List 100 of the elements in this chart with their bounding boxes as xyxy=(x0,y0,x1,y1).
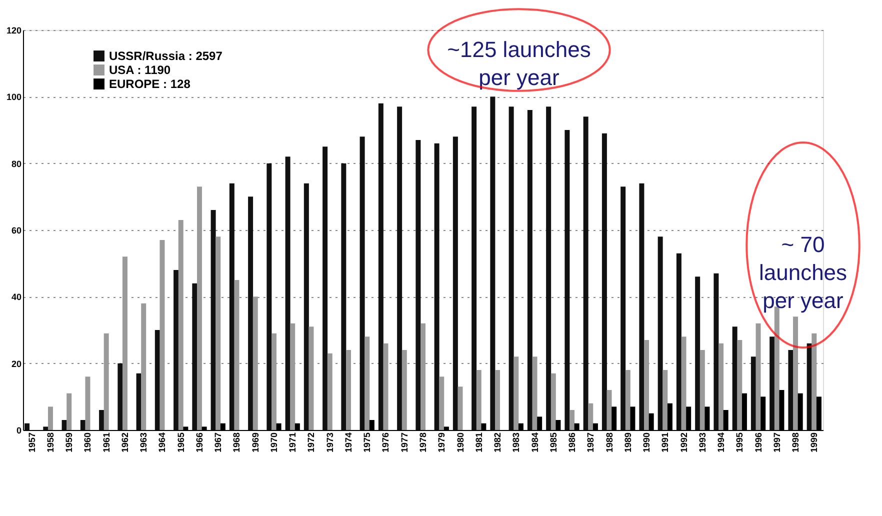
bar xyxy=(66,393,72,430)
bar xyxy=(439,376,444,430)
x-tick-label: 1980 xyxy=(455,432,466,453)
bar xyxy=(700,350,705,430)
bar xyxy=(490,96,496,430)
annotation: ~125 launches per year xyxy=(447,37,591,90)
x-tick-label: 1992 xyxy=(678,432,689,453)
bar xyxy=(732,326,738,430)
y-tick-label: 100 xyxy=(6,92,22,102)
bar xyxy=(756,323,761,430)
bar xyxy=(210,210,216,430)
bar xyxy=(532,356,538,430)
bar xyxy=(416,140,421,430)
y-tick-label: 20 xyxy=(11,358,22,369)
bar xyxy=(141,303,146,430)
bar xyxy=(602,133,607,430)
x-tick-label: 1988 xyxy=(604,432,614,453)
bar xyxy=(527,110,532,430)
bar xyxy=(495,370,500,430)
bar xyxy=(714,273,719,430)
bar xyxy=(229,183,234,430)
x-tick-label: 1967 xyxy=(213,432,224,453)
bar xyxy=(472,106,477,430)
bar xyxy=(322,146,328,430)
bar xyxy=(508,106,514,430)
bar xyxy=(434,143,440,430)
x-tick-label: 1977 xyxy=(399,432,410,453)
bar xyxy=(327,353,332,430)
bar xyxy=(737,340,742,430)
bar xyxy=(458,386,463,430)
bar xyxy=(80,420,86,430)
x-tick-label: 1981 xyxy=(474,432,484,453)
bar xyxy=(606,390,612,430)
x-tick-label: 1972 xyxy=(306,432,316,453)
x-tick-label: 1993 xyxy=(697,432,708,453)
x-tick-label: 1968 xyxy=(232,432,242,453)
x-tick-label: 1957 xyxy=(26,432,37,453)
bar xyxy=(290,323,296,430)
bar xyxy=(695,276,700,430)
bar xyxy=(570,410,575,430)
bar xyxy=(644,340,650,430)
bar xyxy=(252,296,258,430)
bar xyxy=(122,256,128,430)
bar xyxy=(192,283,198,430)
legend-label: USA : 1190 xyxy=(109,63,171,77)
bar xyxy=(248,196,254,430)
bar xyxy=(304,183,309,430)
bar xyxy=(383,343,388,430)
x-tick-label: 1991 xyxy=(660,432,670,453)
bar xyxy=(85,376,90,430)
bar xyxy=(118,363,123,430)
x-tick-label: 1959 xyxy=(64,432,74,453)
x-tick-label: 1976 xyxy=(380,432,391,453)
x-tick-label: 1996 xyxy=(753,432,764,453)
x-tick-label: 1970 xyxy=(268,432,279,453)
x-tick-label: 1989 xyxy=(622,432,633,453)
bar xyxy=(99,410,104,430)
x-tick-label: 1971 xyxy=(288,432,298,453)
x-tick-label: 1994 xyxy=(716,432,726,453)
x-tick-label: 1966 xyxy=(194,432,204,453)
bar xyxy=(266,163,272,430)
bar xyxy=(564,130,570,430)
x-tick-label: 1995 xyxy=(734,432,745,453)
bar xyxy=(658,236,663,430)
y-tick-label: 60 xyxy=(11,226,22,236)
legend-label: USSR/Russia : 2597 xyxy=(109,49,223,63)
bar xyxy=(160,240,165,430)
bar xyxy=(452,136,458,430)
y-tick-label: 0 xyxy=(16,426,22,436)
x-tick-label: 1975 xyxy=(362,432,372,453)
x-tick-label: 1965 xyxy=(176,432,186,453)
bar xyxy=(308,326,314,430)
bar xyxy=(48,406,53,430)
bar xyxy=(625,370,630,430)
y-tick-label: 40 xyxy=(11,292,22,302)
bar xyxy=(360,136,365,430)
x-tick-label: 1960 xyxy=(82,432,93,453)
bar xyxy=(341,163,346,430)
bar xyxy=(62,420,67,430)
x-tick-label: 1985 xyxy=(548,432,558,453)
bar xyxy=(378,103,384,430)
bar xyxy=(676,253,682,430)
x-tick-label: 1963 xyxy=(138,432,149,453)
legend-label: EUROPE : 128 xyxy=(109,77,191,91)
bar xyxy=(154,330,160,430)
x-tick-label: 1997 xyxy=(772,432,782,453)
y-tick-label: 80 xyxy=(11,158,22,169)
bar xyxy=(639,183,644,430)
bar xyxy=(285,156,290,430)
bar xyxy=(234,280,240,430)
bar xyxy=(104,333,109,430)
x-tick-label: 1986 xyxy=(567,432,578,453)
bar xyxy=(136,373,142,430)
x-tick-label: 1979 xyxy=(436,432,447,453)
bar xyxy=(662,370,668,430)
bar xyxy=(718,343,724,430)
bar xyxy=(550,373,556,430)
bar xyxy=(793,316,798,430)
x-tick-label: 1982 xyxy=(492,432,503,453)
x-tick-label: 1969 xyxy=(250,432,260,453)
